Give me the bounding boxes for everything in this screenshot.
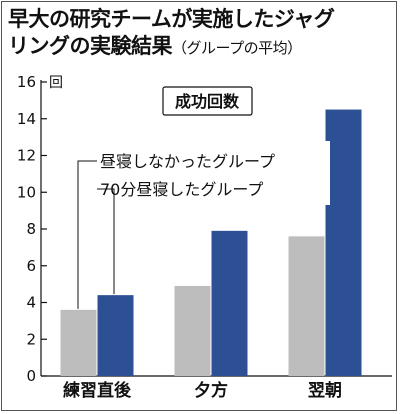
y-tick-label: 0	[26, 367, 36, 385]
bar-no-nap-2	[174, 285, 211, 376]
bar-nap-2	[211, 230, 248, 376]
y-tick-label: 8	[26, 220, 36, 238]
bar-nap-3	[325, 109, 362, 376]
y-tick-label: 12	[17, 147, 36, 165]
y-tick-label: 2	[26, 330, 36, 348]
legend-leader-nap	[97, 188, 115, 295]
y-tick-label: 4	[26, 294, 36, 312]
bar-no-nap-3	[288, 236, 325, 376]
y-tick-label: 16	[17, 73, 36, 91]
chart-title: 早大の研究チームが実施したジャグ リングの実験結果（グループの平均）	[8, 6, 398, 62]
legend-label-nap: 70分昼寝したグループ	[100, 180, 263, 199]
x-category-label: 練習直後	[63, 380, 132, 401]
y-tick-label: 14	[17, 110, 36, 128]
x-category-label: 夕方	[194, 380, 228, 401]
chart-title-box	[162, 86, 253, 116]
y-tick-label: 10	[17, 183, 36, 201]
legend-leader-no-nap	[77, 160, 97, 309]
title-line-2-main: リングの実験結果	[8, 34, 173, 58]
title-line-1: 早大の研究チームが実施したジャグ	[8, 7, 335, 31]
title-subtitle: （グループの平均）	[172, 39, 302, 57]
bar-nap-1	[97, 295, 134, 376]
bar-no-nap-1	[60, 309, 97, 376]
x-category-label: 翌朝	[308, 380, 342, 401]
title-line-2: リングの実験結果（グループの平均）	[8, 33, 398, 62]
legend-label-no-nap: 昼寝しなかったグループ	[100, 152, 275, 171]
chart-title-text: 成功回数	[175, 92, 240, 111]
legend-background	[82, 141, 330, 205]
y-axis-unit: 回	[49, 75, 63, 91]
y-tick-label: 6	[26, 257, 36, 275]
